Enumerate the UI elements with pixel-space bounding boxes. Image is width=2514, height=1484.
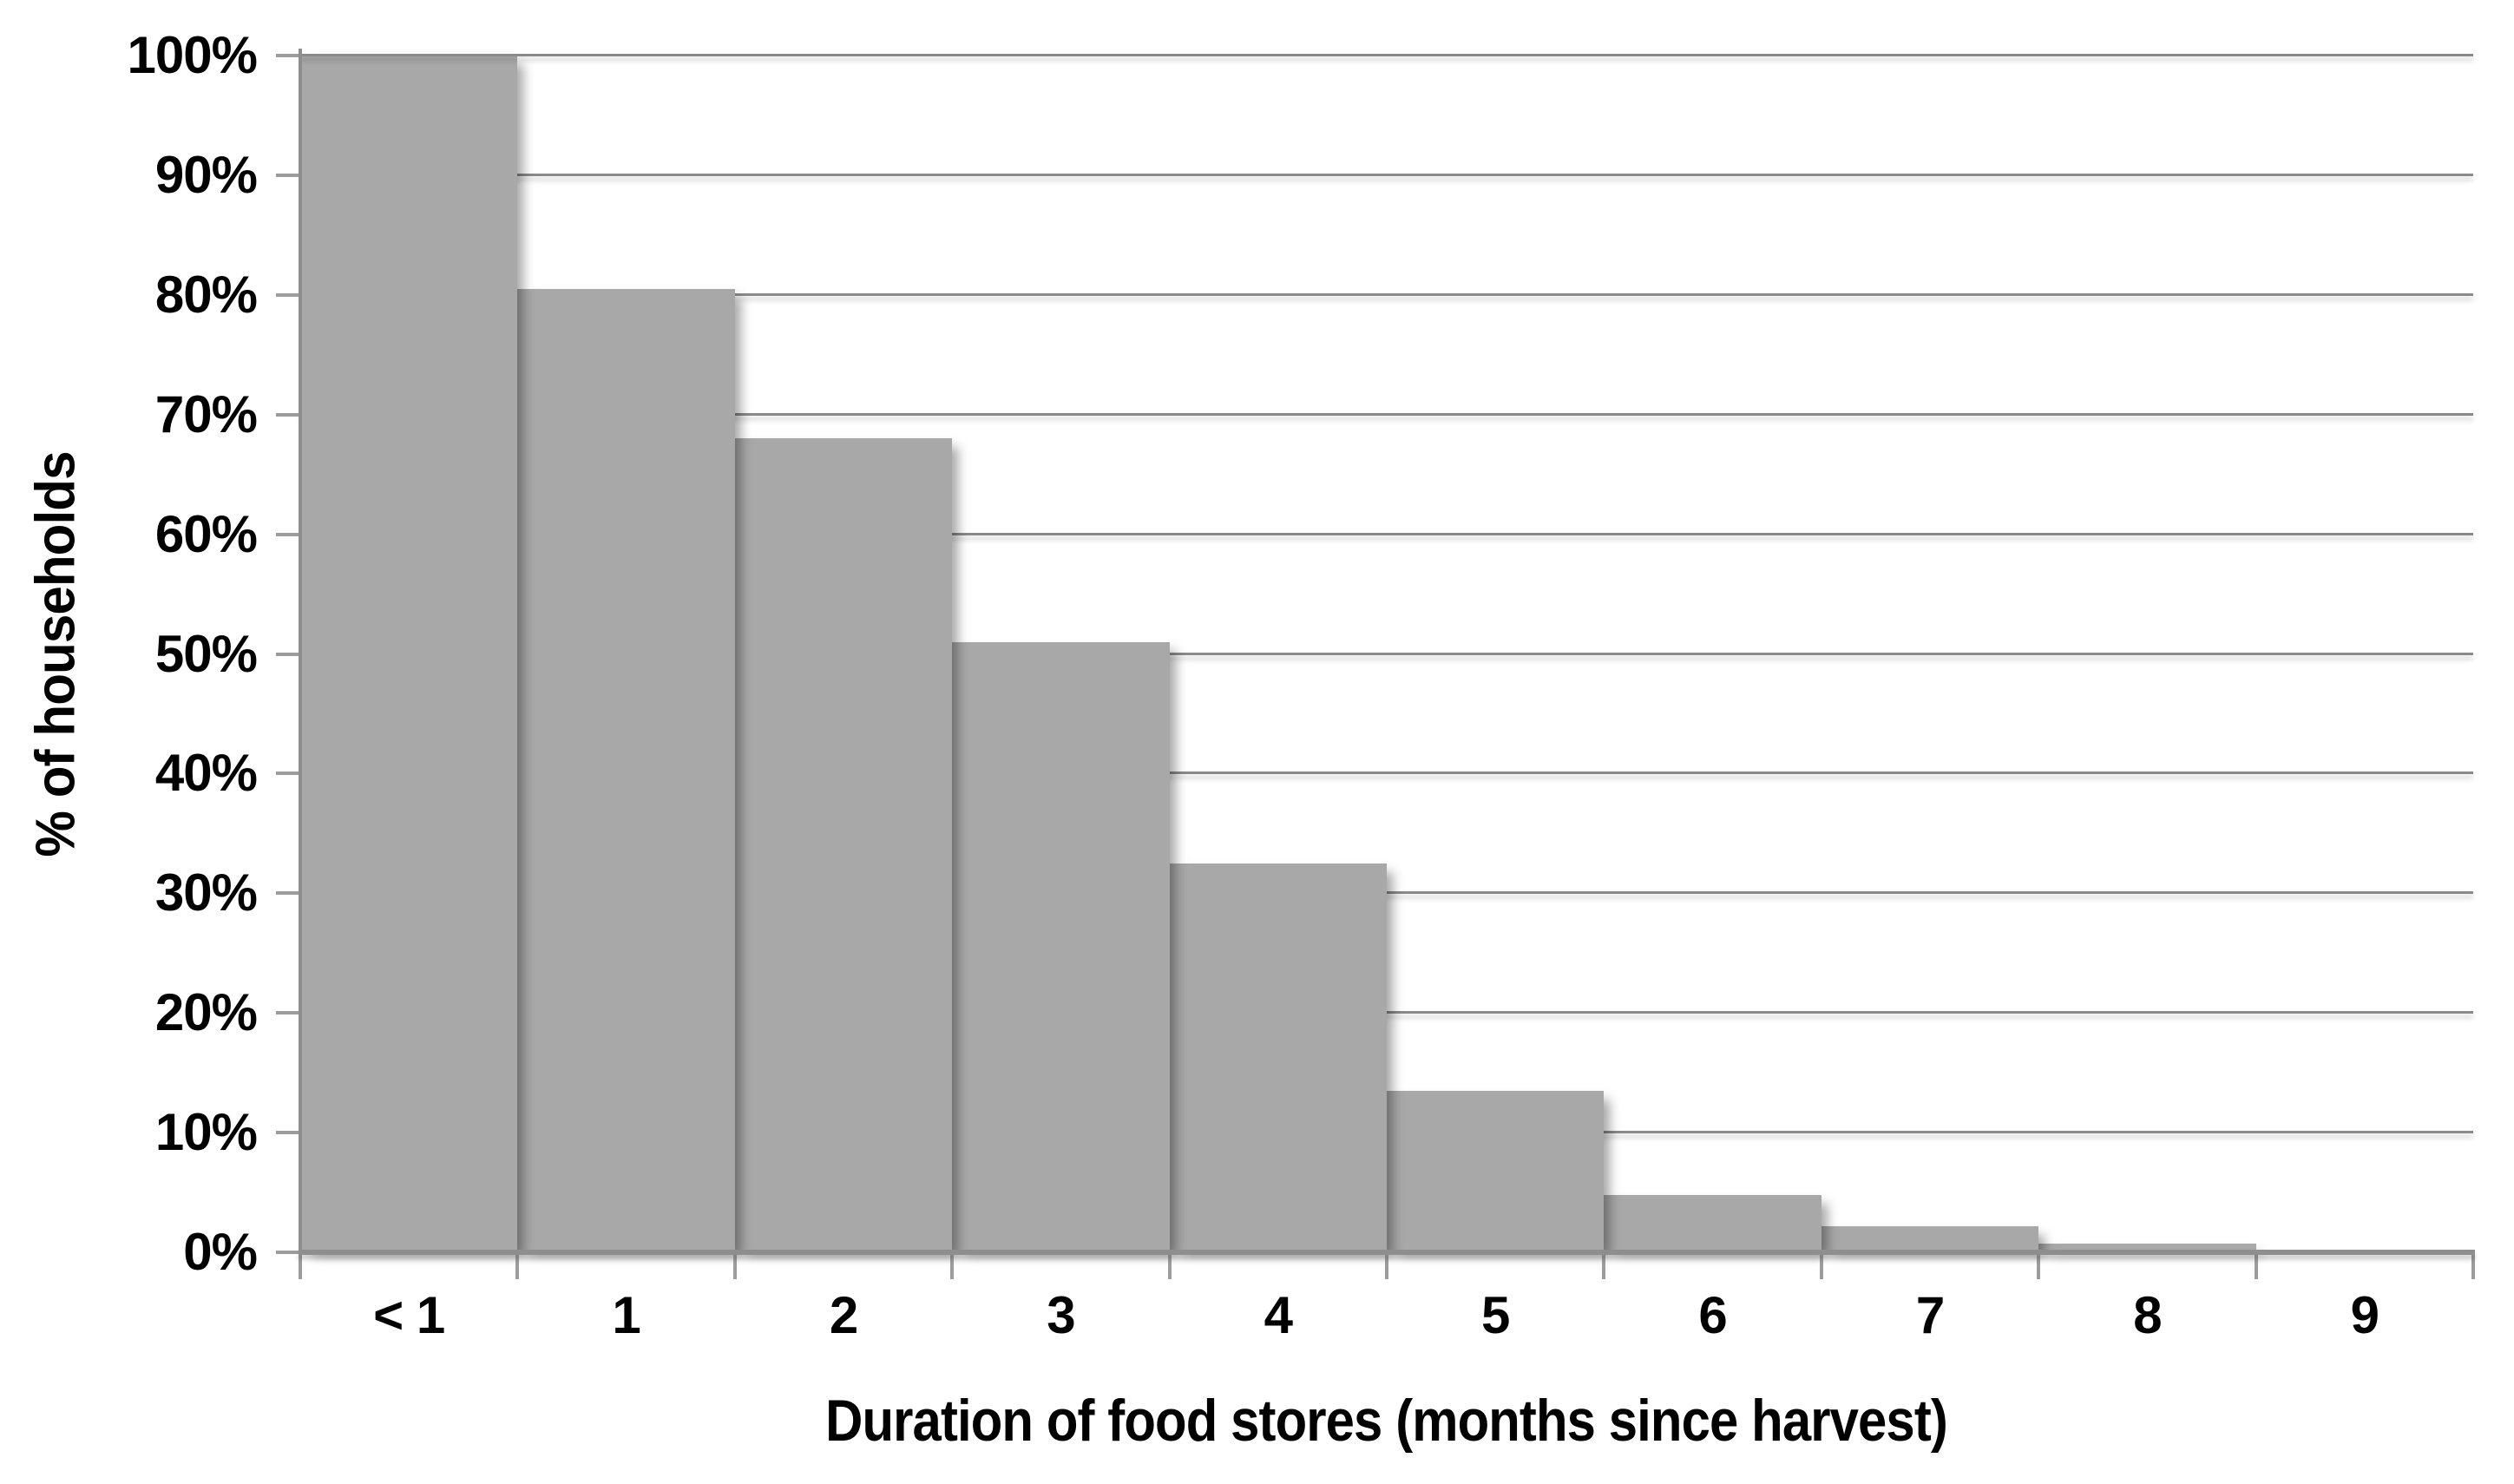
x-tick-label: 4 bbox=[1264, 1286, 1293, 1344]
y-tick bbox=[276, 891, 299, 896]
x-axis-title-text: Duration of food stores (months since ha… bbox=[825, 1388, 1949, 1454]
y-tick bbox=[276, 292, 299, 297]
gridline-20 bbox=[300, 1011, 2473, 1015]
y-axis-line bbox=[299, 49, 302, 1255]
gridline-100 bbox=[300, 54, 2473, 56]
x-tick-label: 8 bbox=[2133, 1286, 2162, 1344]
x-tick bbox=[299, 1255, 302, 1279]
x-tick bbox=[1385, 1255, 1388, 1279]
y-tick-label: 70% bbox=[154, 384, 258, 443]
y-tick bbox=[276, 1251, 299, 1254]
bar bbox=[1387, 1090, 1605, 1252]
x-tick-label: 9 bbox=[2350, 1286, 2379, 1344]
gridline-30 bbox=[300, 891, 2473, 895]
x-tick bbox=[515, 1255, 520, 1279]
x-tick bbox=[2254, 1255, 2258, 1279]
x-tick-label: 1 bbox=[612, 1286, 640, 1344]
y-tick bbox=[276, 1131, 299, 1135]
y-tick-label: 50% bbox=[154, 624, 258, 683]
y-tick-label: 30% bbox=[154, 863, 258, 923]
x-tick bbox=[732, 1255, 737, 1279]
bar bbox=[1169, 863, 1387, 1252]
x-tick bbox=[1167, 1255, 1172, 1279]
y-tick bbox=[276, 54, 299, 57]
x-tick bbox=[1819, 1255, 1823, 1279]
y-tick-label: 10% bbox=[154, 1103, 258, 1162]
x-tick-label: 7 bbox=[1915, 1286, 1945, 1344]
y-tick bbox=[276, 532, 299, 536]
bar bbox=[517, 288, 735, 1252]
y-tick bbox=[276, 652, 299, 656]
y-tick-label: 20% bbox=[154, 983, 258, 1042]
x-tick-label: 2 bbox=[829, 1286, 858, 1344]
y-tick-label: 100% bbox=[127, 26, 258, 84]
bar bbox=[2038, 1244, 2256, 1252]
y-tick bbox=[276, 772, 299, 776]
y-axis-tick-labels: 0% 10% 20% 30% 40% 50% 60% 70% 80% 90% 100% bbox=[0, 30, 258, 1278]
gridline-70 bbox=[300, 412, 2473, 416]
x-axis-line bbox=[299, 1250, 2475, 1255]
bar bbox=[1821, 1225, 2039, 1252]
y-tick-label: 80% bbox=[154, 265, 258, 324]
bar bbox=[1604, 1194, 1822, 1252]
gridline-60 bbox=[300, 532, 2473, 535]
bar bbox=[300, 56, 518, 1252]
x-tick-label: 6 bbox=[1698, 1286, 1727, 1344]
y-tick-label: 60% bbox=[154, 504, 258, 563]
y-tick bbox=[276, 412, 299, 417]
x-tick bbox=[2037, 1255, 2041, 1279]
bar bbox=[952, 641, 1170, 1252]
x-axis-title: Duration of food stores (months since ha… bbox=[300, 1387, 2473, 1454]
x-tick-label: 5 bbox=[1481, 1286, 1510, 1344]
plot-area bbox=[276, 49, 2475, 1279]
x-tick-label: 3 bbox=[1047, 1286, 1075, 1344]
bar bbox=[734, 438, 953, 1252]
y-tick-label: 0% bbox=[183, 1223, 258, 1281]
gridline-90 bbox=[300, 173, 2473, 176]
x-tick bbox=[1602, 1255, 1606, 1279]
x-tick bbox=[950, 1255, 955, 1279]
y-tick bbox=[276, 1011, 299, 1015]
y-tick-label: 90% bbox=[154, 145, 258, 204]
x-tick-label: < 1 bbox=[373, 1286, 445, 1344]
gridline-80 bbox=[300, 292, 2473, 296]
gridline-50 bbox=[300, 652, 2473, 655]
y-tick bbox=[276, 173, 299, 177]
y-tick-label: 40% bbox=[154, 744, 258, 803]
x-tick bbox=[2471, 1255, 2475, 1279]
gridline-40 bbox=[300, 772, 2473, 775]
